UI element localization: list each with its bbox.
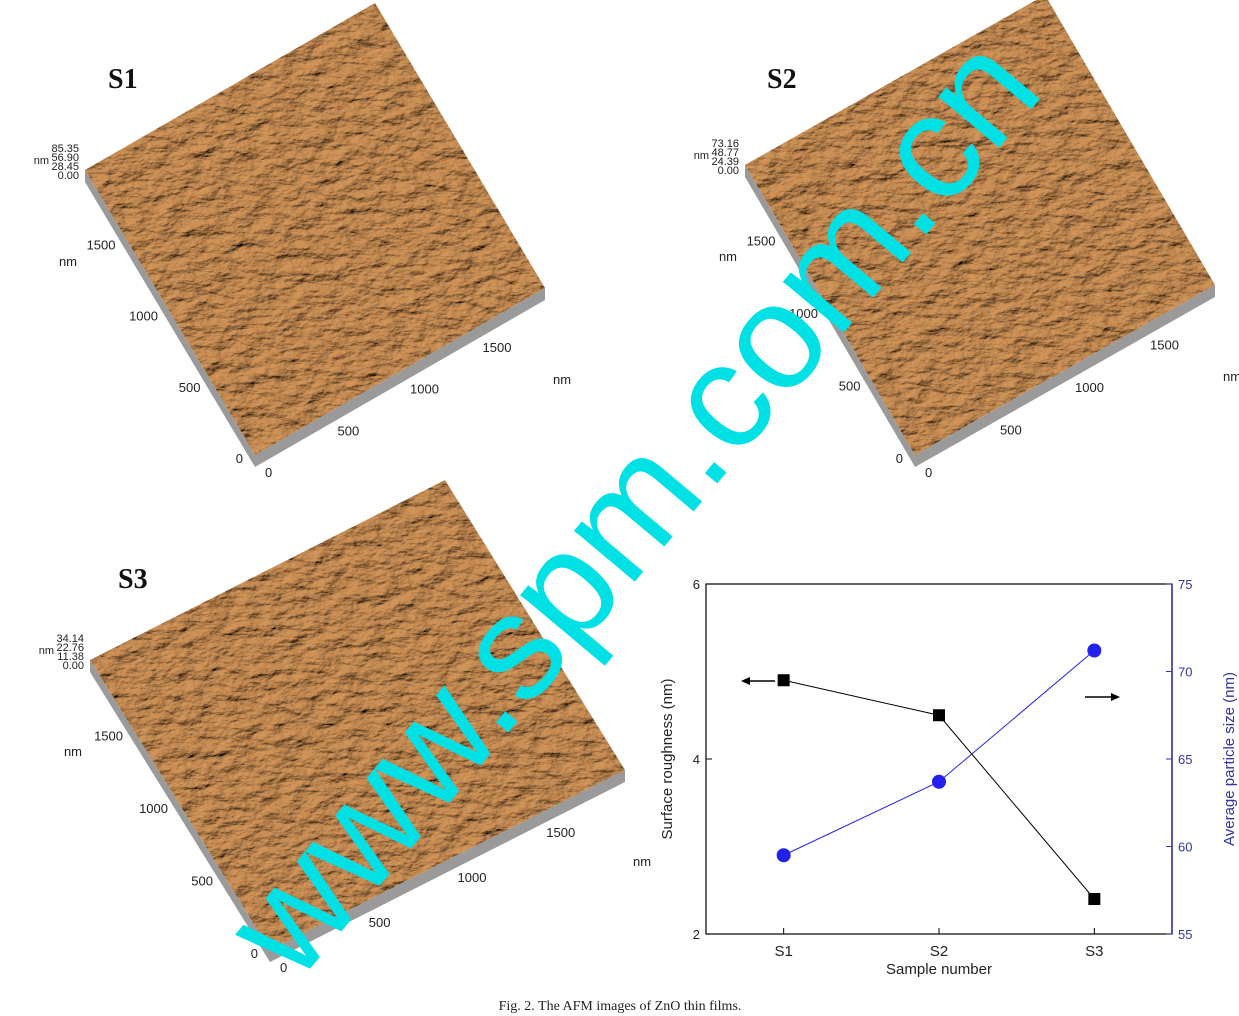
arrow-head [1111,693,1120,701]
x-tick-label: 1500 [546,825,575,840]
y-tick-label: 2 [693,927,700,942]
x-tick-label: S2 [930,943,948,960]
y-tick-label: 1500 [94,729,123,744]
x-tick-label: 1000 [458,870,487,885]
x-tick-label: 1500 [1150,338,1179,353]
surface [85,3,545,455]
x-unit: nm [1223,369,1239,384]
arrow-head [741,677,750,685]
data-point [778,674,790,686]
x-tick-label: 1000 [410,382,439,397]
y-tick-label: 1000 [129,309,158,324]
panel-title: S3 [118,564,148,595]
y-axis-label: Surface roughness (nm) [659,679,676,840]
x-axis-label: Sample number [886,961,992,978]
y2-tick-label: 70 [1178,665,1192,680]
z-unit: nm [34,155,49,167]
y-unit: nm [59,254,77,269]
panel-title: S2 [767,64,797,95]
series-line [784,651,1095,856]
y-tick-label: 6 [693,577,700,592]
y2-tick-label: 55 [1178,927,1192,942]
z-tick-label: 0.00 [718,165,739,177]
z-tick-label: 0.00 [58,170,79,182]
y-unit: nm [64,744,82,759]
data-point [932,775,946,789]
data-point [1087,644,1101,658]
x-tick-label: 0 [925,465,932,480]
y2-axis-label: Average particle size (nm) [1221,672,1238,846]
y-tick-label: 4 [693,752,700,767]
x-tick-label: 1000 [1075,380,1104,395]
y2-tick-label: 60 [1178,840,1192,855]
caption: Fig. 2. The AFM images of ZnO thin films… [499,999,742,1014]
y-tick-label: 500 [179,380,201,395]
figure: S185.3556.9028.450.00nm050010001500nm050… [0,0,1239,1016]
data-point [1088,893,1100,905]
y2-tick-label: 65 [1178,752,1192,767]
data-point [933,709,945,721]
z-unit: nm [39,645,54,657]
y-tick-label: 0 [236,451,243,466]
chart: 2 4 6 55 60 65 70 75 S1 S2 S3 Sample number Surface … [659,577,1238,978]
x-tick-label: 500 [338,423,360,438]
data-point [777,848,791,862]
x-unit: nm [633,854,651,869]
x-tick-label: S3 [1085,943,1103,960]
y2-tick-label: 75 [1178,577,1192,592]
y-tick-label: 1500 [87,237,116,252]
x-unit: nm [553,372,571,387]
y-tick-label: 1000 [139,801,168,816]
y-tick-label: 0 [896,451,903,466]
x-tick-label: S1 [774,943,792,960]
z-tick-label: 0.00 [63,660,84,672]
z-unit: nm [694,150,709,162]
x-tick-label: 500 [1000,423,1022,438]
panel-title: S1 [108,64,138,95]
plot-frame [706,584,1172,934]
x-tick-label: 1500 [483,340,512,355]
x-tick-label: 0 [265,465,272,480]
